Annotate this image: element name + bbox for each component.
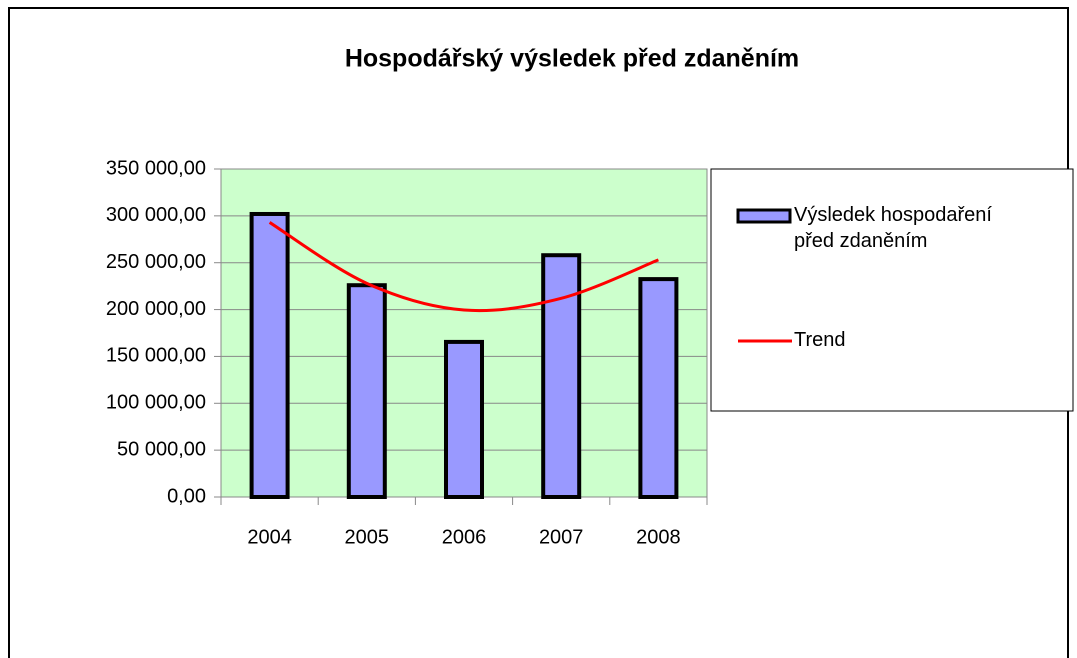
legend-label: Trend <box>794 329 846 351</box>
bar <box>638 277 679 499</box>
x-tick-label: 2007 <box>539 526 584 548</box>
chart-title: Hospodářský výsledek před zdaněním <box>345 45 799 73</box>
x-tick-label: 2004 <box>247 526 292 548</box>
x-tick-label: 2008 <box>636 526 681 548</box>
legend-swatch <box>736 208 792 224</box>
y-tick-label: 50 000,00 <box>117 438 206 460</box>
trend-line <box>268 221 659 313</box>
y-tick-label: 100 000,00 <box>106 392 206 414</box>
bar <box>541 253 582 499</box>
legend-label-box: Výsledek hospodaření před zdaněním <box>794 204 992 252</box>
y-tick-label: 250 000,00 <box>106 251 206 273</box>
bar <box>249 211 290 500</box>
bar <box>444 339 484 499</box>
x-tick-label: 2005 <box>345 526 390 548</box>
y-tick-label: 0,00 <box>167 485 206 507</box>
y-tick-label: 350 000,00 <box>106 157 206 179</box>
y-tick-label: 300 000,00 <box>106 204 206 226</box>
y-tick-label: 150 000,00 <box>106 345 206 367</box>
bar <box>346 283 387 499</box>
y-tick-label: 200 000,00 <box>106 298 206 320</box>
legend-label-box: Trend <box>794 329 846 351</box>
x-tick-label: 2006 <box>442 526 487 548</box>
legend-label: Výsledek hospodaření před zdaněním <box>794 204 992 252</box>
